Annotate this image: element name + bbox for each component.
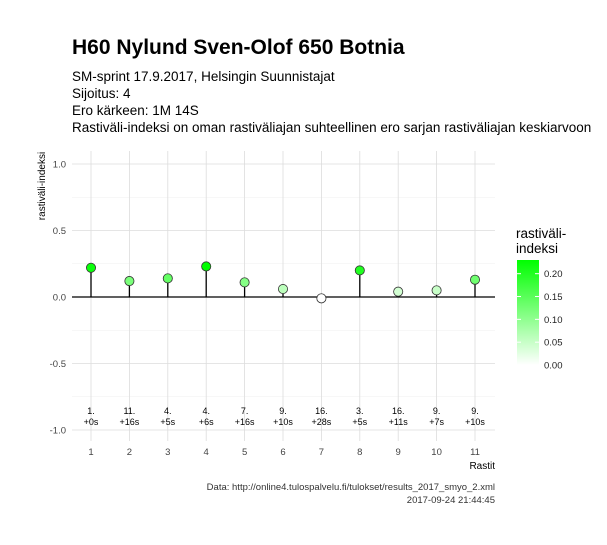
data-label-rank: 4. [202, 406, 210, 416]
data-label-rank: 3. [356, 406, 364, 416]
data-point [316, 293, 327, 304]
data-label-rank: 1. [87, 406, 95, 416]
data-label-rank: 4. [164, 406, 172, 416]
data-label-rank: 9. [279, 406, 287, 416]
legend-tick-label: 0.05 [544, 338, 563, 349]
legend-colorbar [517, 260, 539, 365]
subtitle-line-2: Sijoitus: 4 [72, 86, 131, 101]
x-tick-label: 1 [88, 447, 93, 458]
y-tick-label: -0.5 [50, 359, 66, 370]
data-label-rank: 16. [315, 406, 328, 416]
data-label-diff: +16s [235, 417, 255, 427]
y-axis-title: rastiväli-indeksi [37, 152, 48, 220]
x-tick-label: 4 [204, 447, 209, 458]
legend-title-line-1: rastiväli- [516, 226, 566, 241]
data-point [239, 277, 250, 288]
x-tick-label: 11 [470, 447, 480, 458]
timestamp-caption: 2017-09-24 21:44:45 [407, 495, 495, 506]
legend-tick-label: 0.00 [544, 361, 563, 372]
x-tick-label: 5 [242, 447, 247, 458]
data-label-diff: +7s [429, 417, 444, 427]
x-tick-label: 7 [319, 447, 324, 458]
data-point [277, 284, 288, 295]
y-tick-label: 0.5 [53, 226, 66, 237]
data-label-diff: +10s [273, 417, 293, 427]
data-point [162, 273, 173, 284]
subtitle-line-1: SM-sprint 17.9.2017, Helsingin Suunnista… [72, 69, 335, 84]
data-label-diff: +5s [352, 417, 367, 427]
data-label-diff: +10s [465, 417, 485, 427]
axis-layer: -1.0 -0.5 0.0 0.5 1.0 1 2 3 4 5 6 7 8 9 10 11 [50, 160, 495, 458]
data-label-diff: +11s [389, 417, 409, 427]
legend-tick-label: 0.15 [544, 292, 563, 303]
data-label-diff: +0s [84, 417, 99, 427]
x-tick-label: 2 [127, 447, 132, 458]
data-point [354, 265, 365, 276]
data-label-diff: +6s [199, 417, 214, 427]
x-tick-label: 6 [280, 447, 285, 458]
data-source-caption: Data: http://online4.tulospalvelu.fi/tul… [207, 482, 495, 493]
x-tick-label: 8 [357, 447, 362, 458]
legend-ticks: 0.20 0.15 0.10 0.05 0.00 [517, 269, 563, 372]
subtitle-line-3: Ero kärkeen: 1M 14S [72, 103, 199, 118]
data-point [201, 261, 212, 272]
legend-tick-label: 0.20 [544, 269, 563, 280]
chart-title: H60 Nylund Sven-Olof 650 Botnia [72, 36, 405, 59]
data-label-layer: 1.+0s11.+16s4.+5s4.+6s7.+16s9.+10s16.+28… [84, 406, 486, 427]
data-label-rank: 7. [241, 406, 249, 416]
data-label-rank: 16. [392, 406, 405, 416]
y-tick-label: -1.0 [50, 426, 66, 437]
data-label-diff: +5s [160, 417, 175, 427]
x-tick-label: 10 [431, 447, 442, 458]
data-point [469, 274, 480, 285]
data-label-rank: 9. [471, 406, 479, 416]
subtitle-line-4: Rastiväli-indeksi on oman rastiväliajan … [72, 120, 591, 135]
data-point [124, 276, 135, 287]
data-point [431, 285, 442, 296]
data-label-diff: +16s [120, 417, 140, 427]
x-axis-title: Rastit [469, 461, 495, 472]
point-layer [86, 261, 480, 304]
color-legend: rastiväli- indeksi 0.20 0.15 0.10 0.05 0.00 [516, 226, 566, 372]
data-label-rank: 9. [433, 406, 441, 416]
data-label-rank: 11. [123, 406, 135, 416]
data-label-diff: +28s [312, 417, 332, 427]
y-tick-label: 1.0 [53, 160, 66, 171]
y-tick-label: 0.0 [53, 293, 66, 304]
x-tick-label: 9 [396, 447, 401, 458]
data-point [393, 286, 404, 297]
legend-tick-label: 0.10 [544, 315, 563, 326]
data-point [86, 262, 97, 273]
legend-title-line-2: indeksi [516, 241, 558, 256]
x-tick-label: 3 [165, 447, 170, 458]
